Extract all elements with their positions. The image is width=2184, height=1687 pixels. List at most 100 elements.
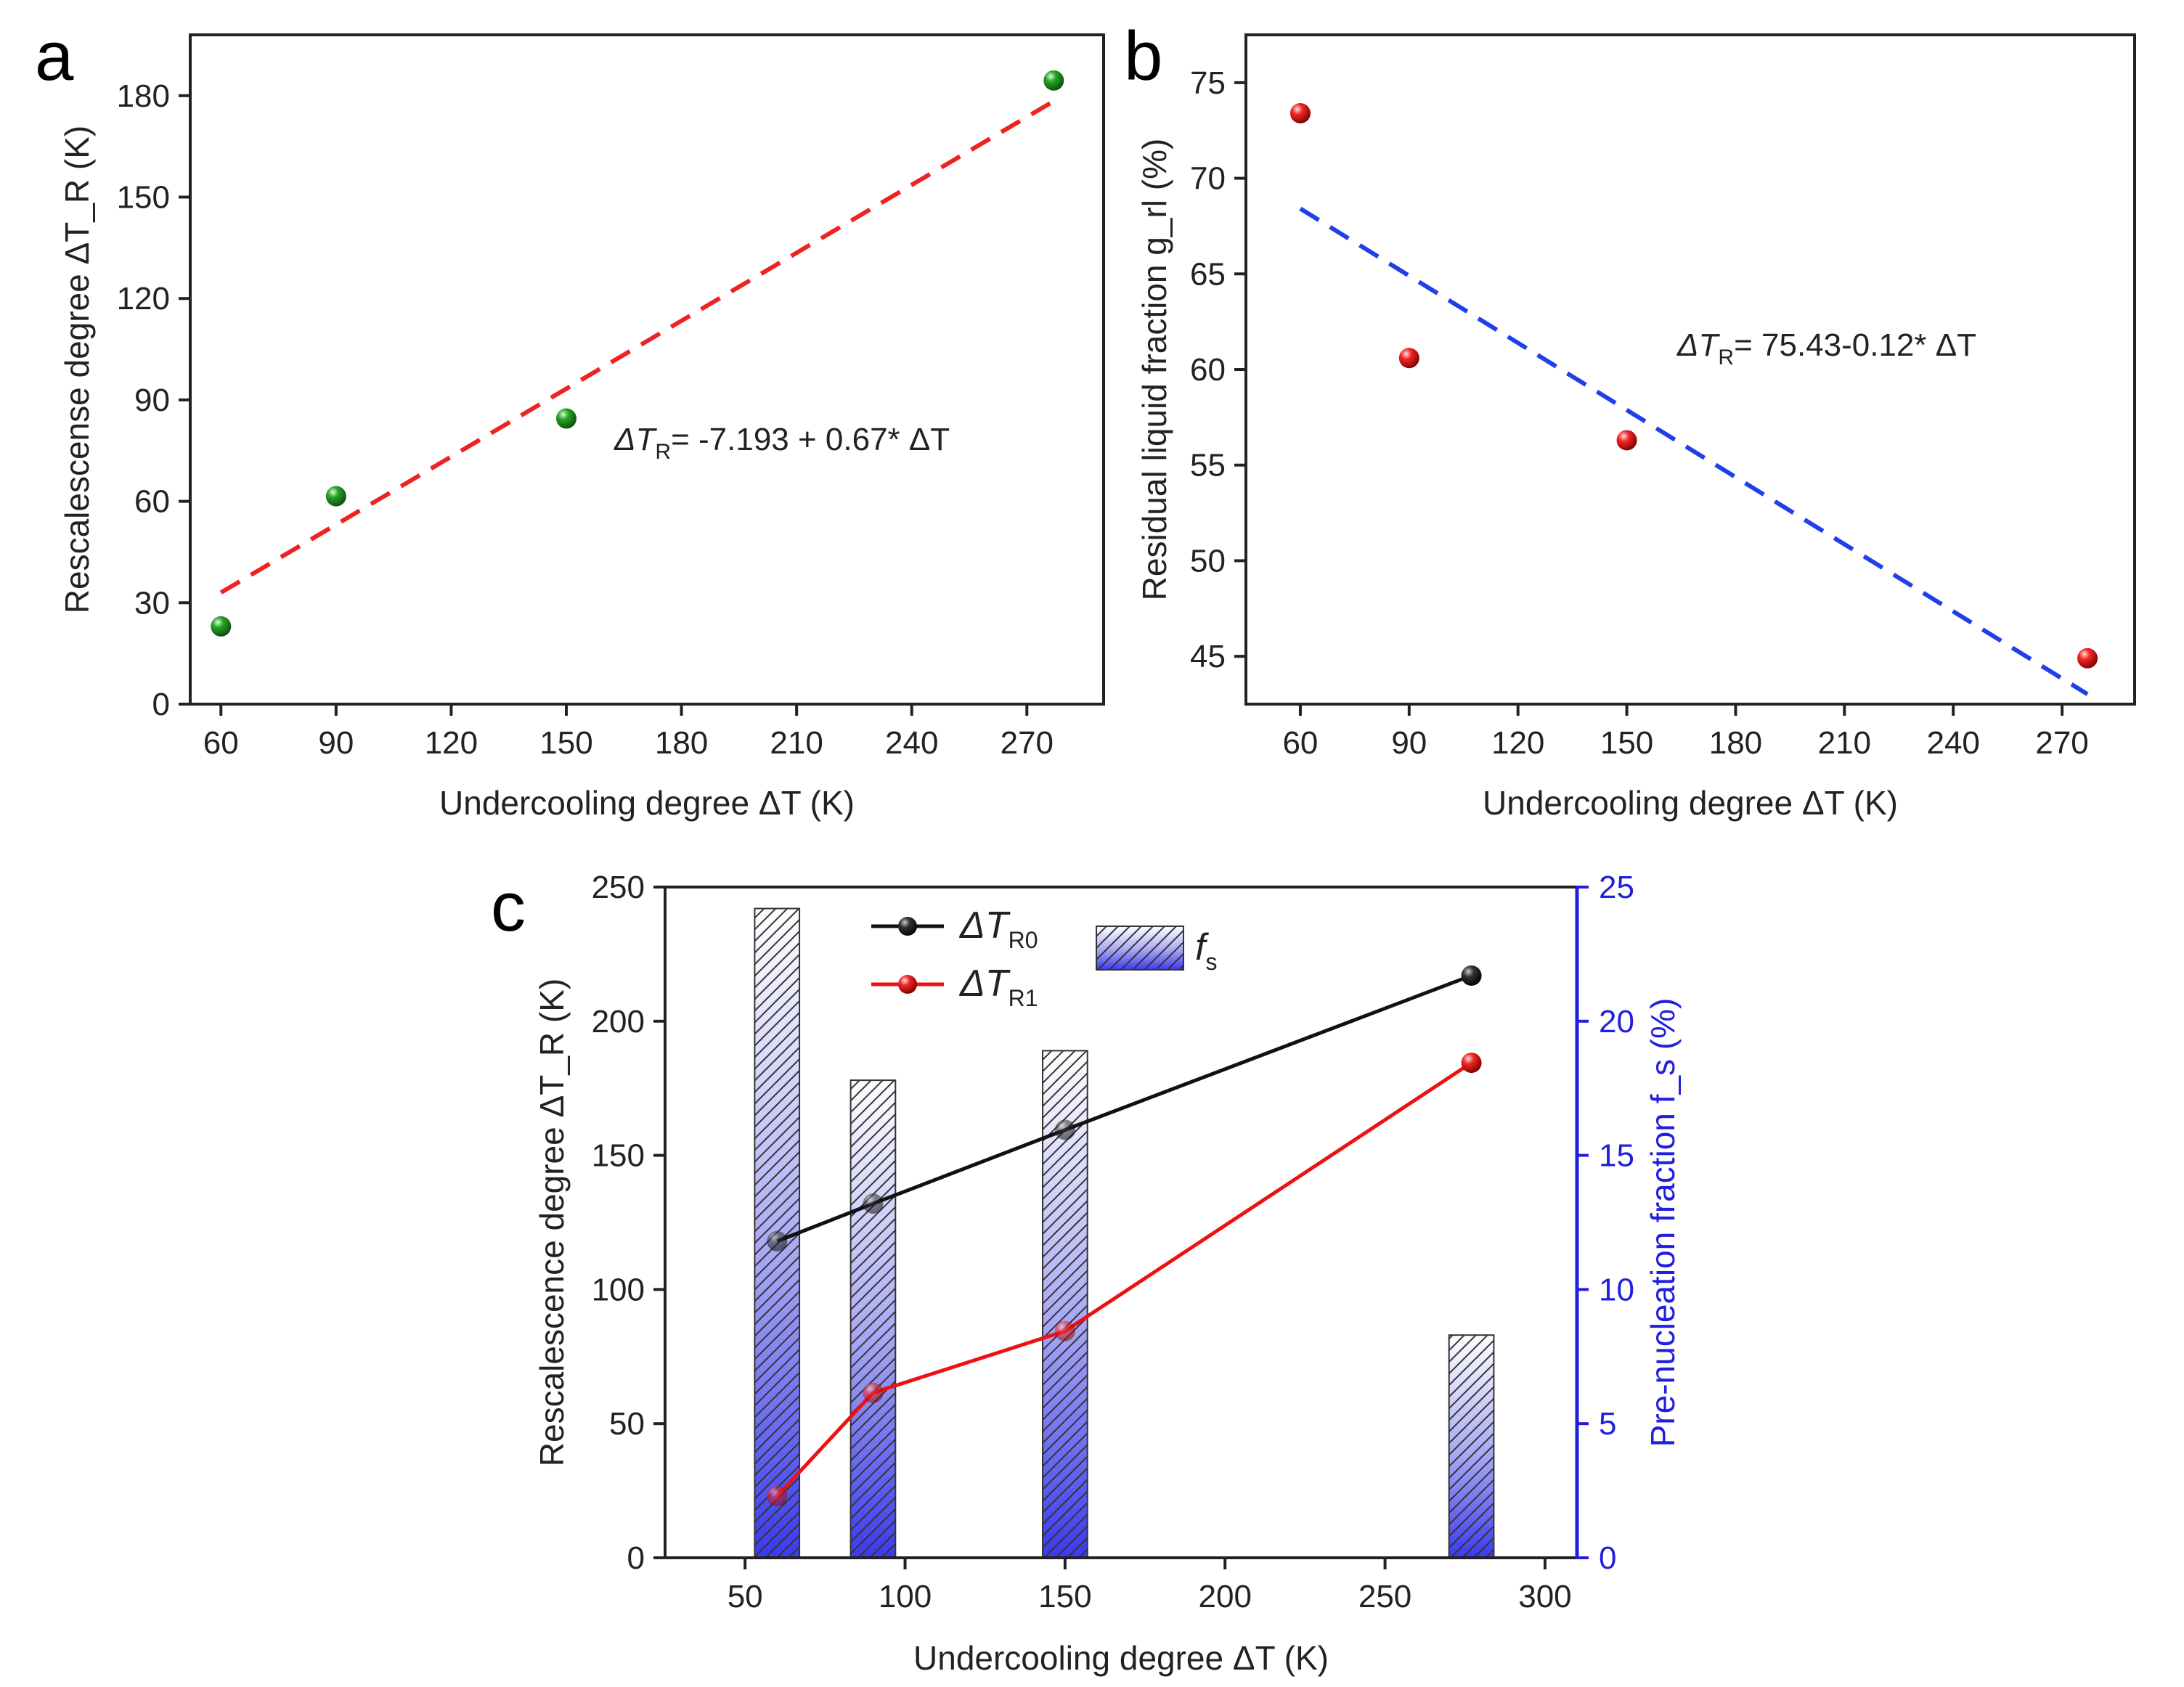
panel-c-lines (767, 965, 1482, 1506)
y-tick-label: 30 (134, 585, 170, 621)
x-tick-label: 60 (203, 725, 239, 761)
series-line-r1 (775, 1061, 1472, 1498)
panel-a-fit-line (219, 99, 1055, 595)
x-tick-label: 120 (425, 725, 478, 761)
data-point (1289, 103, 1311, 124)
legend-r0-main: ΔT (958, 904, 1011, 947)
legend-r0-sub: R0 (1009, 927, 1038, 953)
panel-a-letter: a (35, 17, 74, 95)
x-tick-label: 180 (1709, 725, 1762, 761)
panel-b-xlabel: Undercooling degree ΔT (K) (1483, 784, 1898, 822)
panel-c-ticks: 50 100 150 200 250 300 0 50 100 150 200 250 0 5 10 15 20… (592, 870, 1634, 1614)
x-tick-label: 150 (1600, 725, 1653, 761)
y-tick-label: 45 (1190, 639, 1226, 674)
y-tick-label: 75 (1190, 65, 1226, 101)
y-tick-label: 150 (592, 1138, 645, 1174)
panel-b-ylabel: Residual liquid fraction g_rl (%) (1136, 139, 1173, 601)
legend-fs-main: f (1195, 926, 1209, 968)
panel-c: c 50 100 150 200 250 300 0 50 100 150 200 250 0 5 10 15… (491, 868, 1682, 1677)
y2-tick-label: 15 (1599, 1138, 1634, 1174)
panel-c-bars (754, 907, 1495, 1559)
x-tick-label: 270 (2035, 725, 2088, 761)
y2-tick-label: 25 (1599, 870, 1634, 905)
panel-b-fit-line (1299, 206, 2089, 696)
x-tick-label: 240 (1926, 725, 1979, 761)
panel-b-eq-symbol: ΔT (1676, 327, 1721, 363)
y-tick-label: 100 (592, 1272, 645, 1307)
x-tick-label: 210 (1818, 725, 1871, 761)
data-point (556, 408, 576, 429)
legend-fs-sub: s (1205, 949, 1217, 975)
y-tick-label: 60 (134, 484, 170, 520)
panel-c-y2label: Pre-nucleation fraction f_s (%) (1644, 998, 1682, 1447)
panel-b-points (1289, 103, 2098, 669)
series-point-r1 (767, 1485, 788, 1506)
y-tick-label: 90 (134, 383, 170, 418)
panel-a-xlabel: Undercooling degree ΔT (K) (439, 784, 855, 822)
data-point (211, 616, 232, 637)
panel-a-eq-rest: = -7.193 + 0.67* ΔT (671, 422, 950, 457)
legend-r0-marker (898, 917, 917, 936)
x-tick-label: 210 (770, 725, 823, 761)
x-tick-label: 240 (885, 725, 938, 761)
legend-r1-marker (898, 975, 917, 994)
x-tick-label: 150 (539, 725, 592, 761)
panel-c-xlabel: Undercooling degree ΔT (K) (913, 1639, 1329, 1677)
y-tick-label: 50 (609, 1406, 645, 1442)
x-tick-label: 300 (1518, 1579, 1571, 1614)
data-point (1043, 70, 1064, 91)
x-tick-label: 60 (1282, 725, 1318, 761)
data-point (1616, 430, 1637, 451)
x-tick-label: 90 (318, 725, 354, 761)
series-point-r0 (863, 1193, 884, 1214)
panel-c-ylabel: Rescalescence degree ΔT_R (K) (533, 979, 571, 1466)
panel-b-eq-sub: R (1718, 346, 1734, 369)
y-tick-label: 150 (117, 180, 170, 216)
fs-bar-hatch (1448, 1334, 1495, 1559)
y2-tick-label: 10 (1599, 1272, 1634, 1307)
x-tick-label: 120 (1491, 725, 1544, 761)
panel-b-eq-rest: = 75.43-0.12* ΔT (1734, 327, 1976, 363)
y-tick-label: 200 (592, 1004, 645, 1039)
legend-r0-label: ΔTR0 (958, 904, 1038, 953)
panel-c-legend: ΔTR0 ΔTR1 fs (871, 904, 1217, 1011)
series-point-r1 (863, 1382, 884, 1403)
y-tick-label: 0 (152, 687, 170, 722)
y2-tick-label: 20 (1599, 1004, 1634, 1039)
panel-b-ticks: 60 90 120 150 180 210 240 270 45 50 55 60 65 70 75 (1190, 65, 2089, 761)
legend-r1-main: ΔT (958, 963, 1011, 1005)
panel-a-equation: ΔTR= -7.193 + 0.67* ΔT (614, 422, 950, 464)
x-tick-label: 180 (655, 725, 708, 761)
panel-a: a 60 90 120 150 180 210 240 270 0 30 60 90 120 150 180… (35, 17, 1105, 822)
y2-tick-label: 0 (1599, 1540, 1616, 1576)
y-tick-label: 120 (117, 281, 170, 316)
series-point-r1 (1054, 1320, 1075, 1341)
series-point-r1 (1461, 1053, 1482, 1074)
panel-a-plot-frame (189, 33, 1105, 706)
panel-a-points (211, 70, 1064, 637)
y-tick-label: 180 (117, 78, 170, 114)
y-tick-label: 50 (1190, 543, 1226, 579)
series-point-r0 (767, 1230, 788, 1251)
x-tick-label: 250 (1358, 1579, 1411, 1614)
y-tick-label: 55 (1190, 448, 1226, 483)
y-tick-label: 0 (627, 1540, 645, 1576)
legend-fs-label: fs (1195, 926, 1217, 975)
x-tick-label: 50 (728, 1579, 763, 1614)
series-line-r0 (776, 973, 1472, 1243)
legend-fs-swatch-hatch (1096, 926, 1184, 971)
data-point (325, 486, 346, 507)
data-point (1398, 348, 1419, 369)
y2-tick-label: 5 (1599, 1406, 1616, 1442)
data-point (2077, 648, 2098, 669)
legend-r1-sub: R1 (1009, 985, 1038, 1011)
x-tick-label: 270 (1001, 725, 1054, 761)
panel-a-eq-sub: R (655, 440, 671, 464)
series-point-r0 (1461, 965, 1482, 986)
panel-c-letter: c (491, 868, 526, 946)
panel-a-ticks: 60 90 120 150 180 210 240 270 0 30 60 90 120 150 180 (117, 78, 1054, 761)
x-tick-label: 90 (1391, 725, 1427, 761)
y-tick-label: 70 (1190, 161, 1226, 197)
panel-b-letter: b (1124, 17, 1162, 95)
